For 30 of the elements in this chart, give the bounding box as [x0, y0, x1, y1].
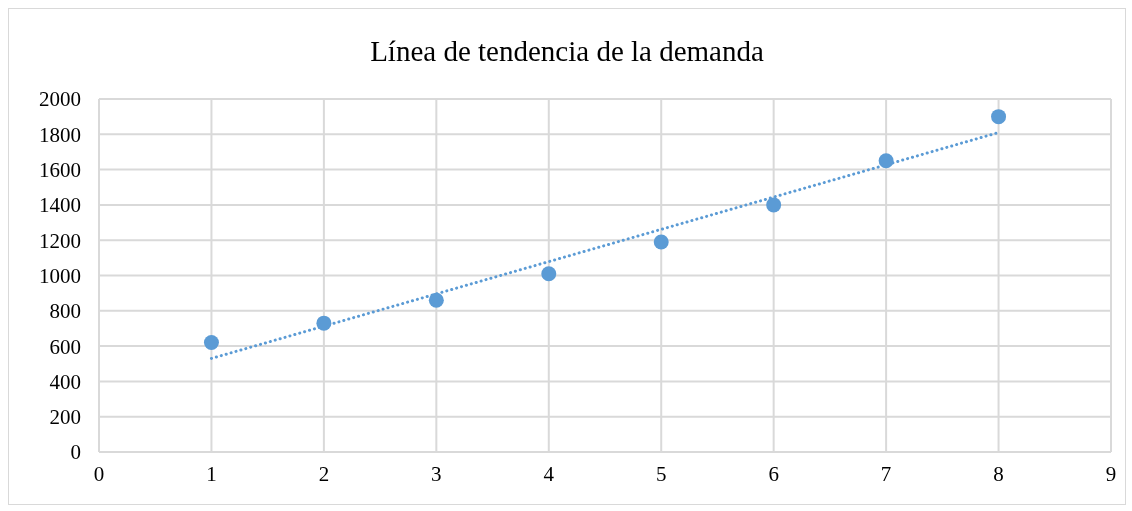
y-tick-label: 800 [49, 299, 81, 324]
point [878, 153, 894, 169]
y-tick-label: 1400 [39, 193, 81, 218]
y-tick-label: 1800 [39, 122, 81, 147]
point [428, 292, 444, 308]
x-tick-label: 5 [655, 461, 667, 486]
point [316, 315, 332, 331]
y-tick-label: 2000 [39, 87, 81, 112]
x-tick-label: 1 [206, 461, 217, 486]
x-tick-label: 2 [318, 461, 330, 486]
point [541, 266, 557, 282]
point [991, 109, 1007, 125]
point [203, 335, 219, 351]
x-tick-label: 3 [431, 461, 442, 486]
y-tick-label: 1600 [39, 158, 81, 183]
x-tick-label: 0 [93, 461, 105, 486]
x-tick-label: 8 [993, 461, 1004, 486]
y-tick-label: 200 [49, 405, 81, 430]
y-tick-label: 400 [49, 369, 81, 394]
y-tick-label: 1200 [39, 228, 81, 253]
chart-title: Línea de tendencia de la demanda [369, 35, 765, 68]
x-tick-label: 4 [543, 461, 555, 486]
y-tick-label: 0 [70, 440, 81, 465]
point [653, 234, 669, 250]
x-tick-label: 7 [880, 461, 892, 486]
y-tick-label: 1000 [39, 263, 81, 288]
y-tick-label: 600 [49, 334, 81, 359]
point [766, 197, 782, 213]
x-tick-label: 6 [768, 461, 779, 486]
x-tick-label: 9 [1105, 461, 1117, 486]
